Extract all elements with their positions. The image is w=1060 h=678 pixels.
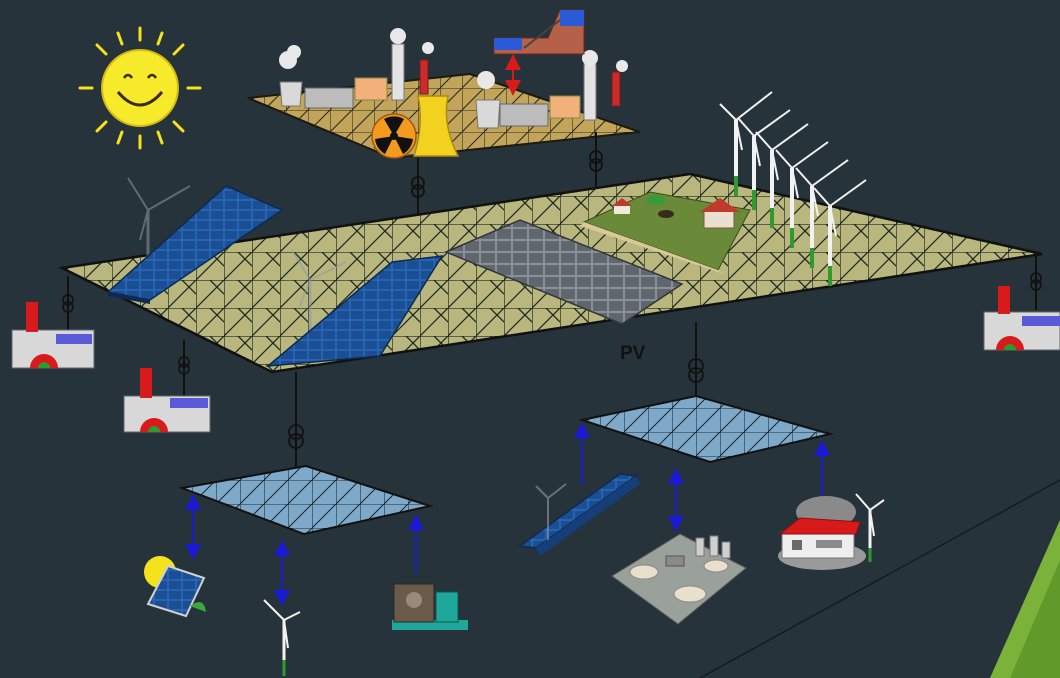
house-icon (778, 496, 866, 570)
hydro-pumped-storage-icon (493, 9, 585, 96)
wind-turbine-icon (263, 599, 301, 676)
solar-panel-icon (106, 185, 284, 304)
solar-panel-icon (144, 556, 206, 618)
distribution-plane-right (578, 394, 834, 464)
thermal-plant-icon (279, 28, 406, 109)
solar-panel-icon (518, 473, 640, 556)
diesel-generator-icon (392, 583, 468, 630)
wind-turbine-icon (775, 141, 829, 248)
wind-turbine-icon (813, 179, 867, 286)
accent-corner-shade (1010, 560, 1060, 678)
sun-icon (78, 26, 202, 150)
wind-turbine-icon (719, 91, 773, 196)
distribution-plane-left (178, 464, 434, 536)
chp-plant-icon (123, 340, 211, 433)
solar-farm-icon (444, 219, 684, 325)
chp-plant-icon (11, 276, 95, 369)
floor-line (699, 479, 1060, 678)
pv-label: PV (620, 343, 646, 364)
chp-plant-icon (983, 256, 1060, 351)
biogas-plant-icon (611, 533, 747, 625)
chimney-icon (419, 42, 434, 95)
wind-turbine-icon (737, 109, 791, 210)
wind-turbine-icon (535, 483, 567, 540)
thermal-plant-icon (475, 50, 628, 129)
wind-turbine-icon (755, 123, 809, 228)
wind-turbine-icon (795, 159, 849, 268)
farm-icon (580, 191, 751, 274)
wind-turbine-icon (855, 493, 885, 562)
nuclear-icon (371, 95, 460, 159)
solar-panel-icon (265, 255, 444, 367)
